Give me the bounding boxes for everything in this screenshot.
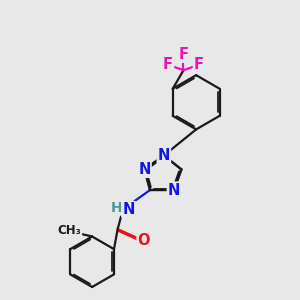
Text: N: N [122, 202, 135, 217]
Text: N: N [158, 148, 170, 163]
Text: O: O [138, 233, 150, 248]
Text: F: F [194, 57, 204, 72]
Text: CH₃: CH₃ [58, 224, 81, 237]
Text: N: N [138, 162, 151, 177]
Text: N: N [168, 182, 180, 197]
Text: H: H [110, 201, 122, 214]
Text: F: F [178, 47, 188, 62]
Text: F: F [163, 57, 173, 72]
